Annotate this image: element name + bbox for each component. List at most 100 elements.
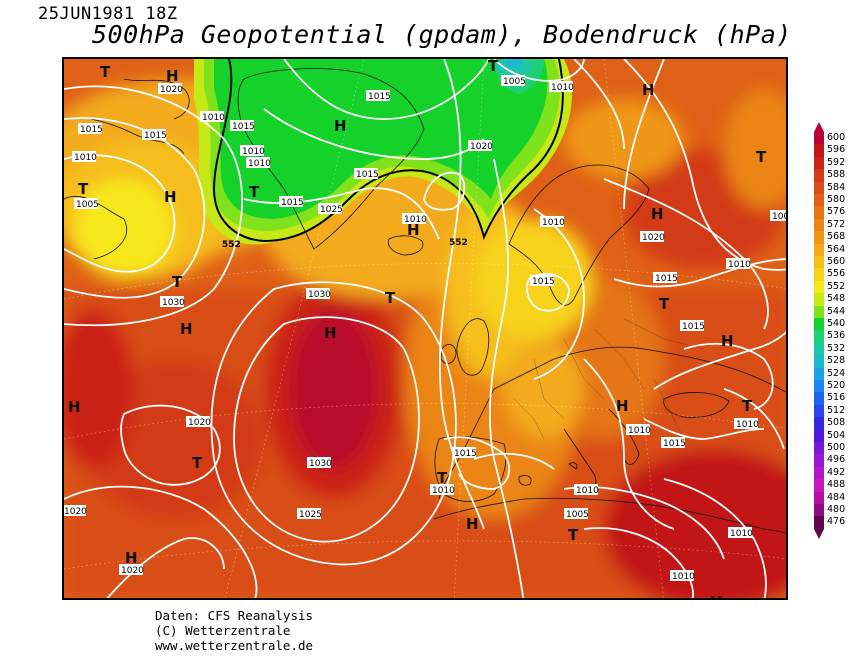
legend-label: 496 bbox=[827, 454, 846, 466]
legend-swatch bbox=[814, 256, 824, 269]
high-marker: H bbox=[721, 332, 734, 350]
svg-text:1005: 1005 bbox=[566, 510, 589, 520]
svg-text:1010: 1010 bbox=[248, 159, 271, 169]
legend-swatch bbox=[814, 466, 824, 480]
isobar-label: 1030 bbox=[160, 296, 185, 308]
isobar-label: 1015 bbox=[452, 447, 477, 459]
legend-row: 584 bbox=[812, 181, 850, 194]
legend-swatch bbox=[814, 305, 824, 318]
legend-row: 488 bbox=[812, 479, 850, 492]
svg-text:1015: 1015 bbox=[232, 122, 255, 132]
svg-text:1030: 1030 bbox=[309, 459, 332, 469]
legend-swatch bbox=[814, 516, 824, 529]
legend-label: 516 bbox=[827, 392, 846, 404]
legend-label: 552 bbox=[827, 280, 846, 292]
legend-row: 580 bbox=[812, 194, 850, 207]
legend-label: 512 bbox=[827, 404, 846, 416]
high-marker: H bbox=[125, 549, 138, 567]
legend-row: 536 bbox=[812, 330, 850, 343]
legend-swatch bbox=[814, 268, 824, 281]
legend-label: 500 bbox=[827, 442, 846, 453]
svg-text:1015: 1015 bbox=[532, 277, 555, 287]
isobar-label: 1005 bbox=[564, 508, 589, 520]
isobar-label: 1010 bbox=[540, 216, 565, 228]
legend-row: 508 bbox=[812, 417, 850, 430]
low-marker: T bbox=[437, 469, 448, 487]
legend-row: 544 bbox=[812, 305, 850, 318]
isobar-label: 1010 bbox=[200, 111, 225, 123]
legend-swatch bbox=[814, 231, 824, 244]
legend-label: 568 bbox=[827, 231, 846, 243]
legend-swatch bbox=[814, 454, 824, 467]
isobar-labels: 1020 1015 1010 1005 1010 1015 1010 1010 … bbox=[64, 75, 786, 582]
low-marker: T bbox=[100, 63, 111, 81]
website: www.wetterzentrale.de bbox=[155, 638, 314, 653]
legend-swatch bbox=[814, 194, 824, 207]
legend-top-arrow bbox=[814, 122, 824, 132]
data-source: Daten: CFS Reanalysis bbox=[155, 608, 314, 623]
svg-text:1010: 1010 bbox=[202, 113, 225, 123]
legend-label: 584 bbox=[827, 181, 846, 193]
legend-label: 564 bbox=[827, 243, 846, 255]
svg-text:1015: 1015 bbox=[454, 449, 477, 459]
isobar-label: 1025 bbox=[318, 203, 343, 215]
isobar-label: 1020 bbox=[64, 505, 87, 517]
contour-labels: 552 552 bbox=[222, 238, 468, 250]
isobar-label: 1005 bbox=[74, 198, 99, 210]
isobar-label: 1020 bbox=[186, 416, 211, 428]
isobar-label: 1010 bbox=[549, 81, 574, 93]
legend-swatch bbox=[814, 504, 824, 517]
isobar-label: 1010 bbox=[726, 258, 751, 270]
low-marker: T bbox=[742, 397, 753, 415]
high-marker: H bbox=[407, 221, 420, 239]
high-marker: H bbox=[466, 515, 479, 533]
legend-label: 548 bbox=[827, 293, 846, 305]
legend-row: 512 bbox=[812, 404, 850, 418]
legend-swatch bbox=[814, 144, 824, 157]
legend-row: 596 bbox=[812, 144, 850, 157]
copyright: (C) Wetterzentrale bbox=[155, 623, 291, 638]
svg-text:1020: 1020 bbox=[188, 418, 211, 428]
map-canvas: 1020 1015 1010 1005 1010 1015 1010 1010 … bbox=[64, 59, 786, 598]
svg-text:1005: 1005 bbox=[503, 77, 526, 87]
legend-row: 588 bbox=[812, 169, 850, 182]
legend-swatch bbox=[814, 355, 824, 368]
legend-label: 508 bbox=[827, 417, 846, 429]
legend-label: 540 bbox=[827, 318, 846, 329]
svg-text:1015: 1015 bbox=[682, 322, 705, 332]
legend-swatch bbox=[814, 367, 824, 380]
isobar-label: 1015 bbox=[366, 90, 391, 102]
svg-text:1020: 1020 bbox=[160, 85, 183, 95]
legend-row: 540 bbox=[812, 318, 850, 331]
low-marker: T bbox=[659, 295, 670, 313]
svg-text:1020: 1020 bbox=[642, 233, 665, 243]
legend-swatch bbox=[814, 293, 824, 306]
isobar-label: 1010 bbox=[402, 213, 427, 225]
low-marker: T bbox=[78, 180, 89, 198]
svg-text:1010: 1010 bbox=[730, 529, 753, 539]
svg-text:1015: 1015 bbox=[655, 274, 678, 284]
weather-map: 1020 1015 1010 1005 1010 1015 1010 1010 … bbox=[62, 57, 788, 600]
isobar-label: 1010 bbox=[670, 570, 695, 582]
legend-label: 532 bbox=[827, 342, 846, 354]
isobar-label: 1015 bbox=[354, 168, 379, 180]
high-marker: H bbox=[164, 188, 177, 206]
isobar-label: 1020 bbox=[468, 140, 493, 152]
legend-row: 552 bbox=[812, 280, 850, 294]
low-marker: T bbox=[172, 273, 183, 291]
legend-row: 524 bbox=[812, 367, 850, 380]
legend-row: 484 bbox=[812, 491, 850, 504]
legend-row: 500 bbox=[812, 442, 850, 455]
isobar-label: 1010 bbox=[72, 151, 97, 163]
isobar-label: 1010 bbox=[240, 145, 265, 157]
legend-row: 504 bbox=[812, 429, 850, 442]
legend-label: 560 bbox=[827, 256, 846, 267]
isobar-label: 1015 bbox=[279, 196, 304, 208]
isobar-label: 1025 bbox=[297, 508, 322, 520]
date-label: 25JUN1981 18Z bbox=[38, 4, 178, 24]
legend-label: 544 bbox=[827, 305, 846, 317]
legend-row: 600 bbox=[812, 132, 850, 145]
svg-text:1010: 1010 bbox=[242, 147, 265, 157]
legend-label: 504 bbox=[827, 429, 846, 441]
legend-row: 496 bbox=[812, 454, 850, 467]
